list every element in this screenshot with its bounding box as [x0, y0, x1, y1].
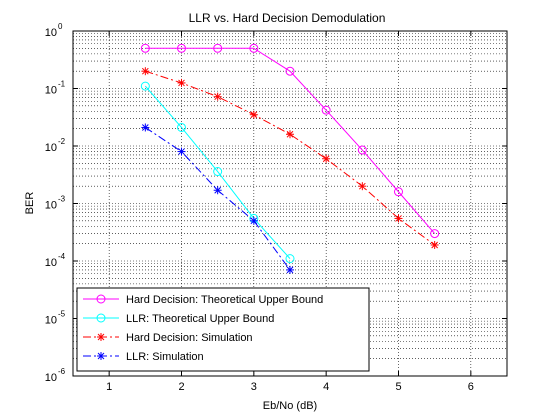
- data-point: [141, 123, 149, 131]
- legend-label: Hard Decision: Simulation: [126, 332, 253, 344]
- y-tick-label-exponent: -3: [58, 195, 66, 204]
- data-point: [286, 266, 294, 274]
- x-tick-label: 5: [395, 381, 401, 393]
- legend: Hard Decision: Theoretical Upper Bound LL…: [77, 288, 369, 371]
- data-point: [141, 67, 149, 75]
- data-point: [214, 186, 222, 194]
- x-tick-label: 3: [251, 381, 257, 393]
- x-tick-label: 1: [106, 381, 112, 393]
- y-tick-label-exponent: -5: [58, 310, 66, 319]
- data-point: [286, 130, 294, 138]
- data-point: [214, 93, 222, 101]
- y-tick-label: 10: [45, 315, 57, 327]
- data-point: [395, 214, 403, 222]
- y-tick-label-exponent: -2: [58, 137, 66, 146]
- x-tick-label: 4: [323, 381, 329, 393]
- chart-title: LLR vs. Hard Decision Demodulation: [189, 11, 386, 25]
- y-tick-label-exponent: -1: [58, 80, 66, 89]
- legend-label: LLR: Theoretical Upper Bound: [126, 313, 274, 325]
- y-tick-label-exponent: -4: [58, 252, 66, 261]
- data-point: [322, 155, 330, 163]
- data-point: [97, 352, 105, 360]
- x-tick-label: 2: [178, 381, 184, 393]
- y-tick-label-exponent: 0: [58, 22, 63, 31]
- legend-label: Hard Decision: Theoretical Upper Bound: [126, 294, 323, 306]
- y-tick-label: 10: [45, 200, 57, 212]
- data-point: [97, 333, 105, 341]
- y-tick-label: 10: [45, 372, 57, 384]
- data-point: [358, 182, 366, 190]
- y-tick-label: 10: [45, 85, 57, 97]
- data-point: [178, 79, 186, 87]
- x-tick-label: 6: [468, 381, 474, 393]
- data-point: [178, 148, 186, 156]
- legend-label: LLR: Simulation: [126, 351, 204, 363]
- data-point: [250, 111, 258, 119]
- y-axis-label: BER: [24, 192, 36, 215]
- y-tick-label: 10: [45, 27, 57, 39]
- data-point: [250, 217, 258, 225]
- y-tick-label: 10: [45, 257, 57, 269]
- data-point: [431, 241, 439, 249]
- y-tick-label: 10: [45, 142, 57, 154]
- x-axis-label: Eb/No (dB): [263, 400, 317, 412]
- y-tick-label-exponent: -6: [58, 367, 66, 376]
